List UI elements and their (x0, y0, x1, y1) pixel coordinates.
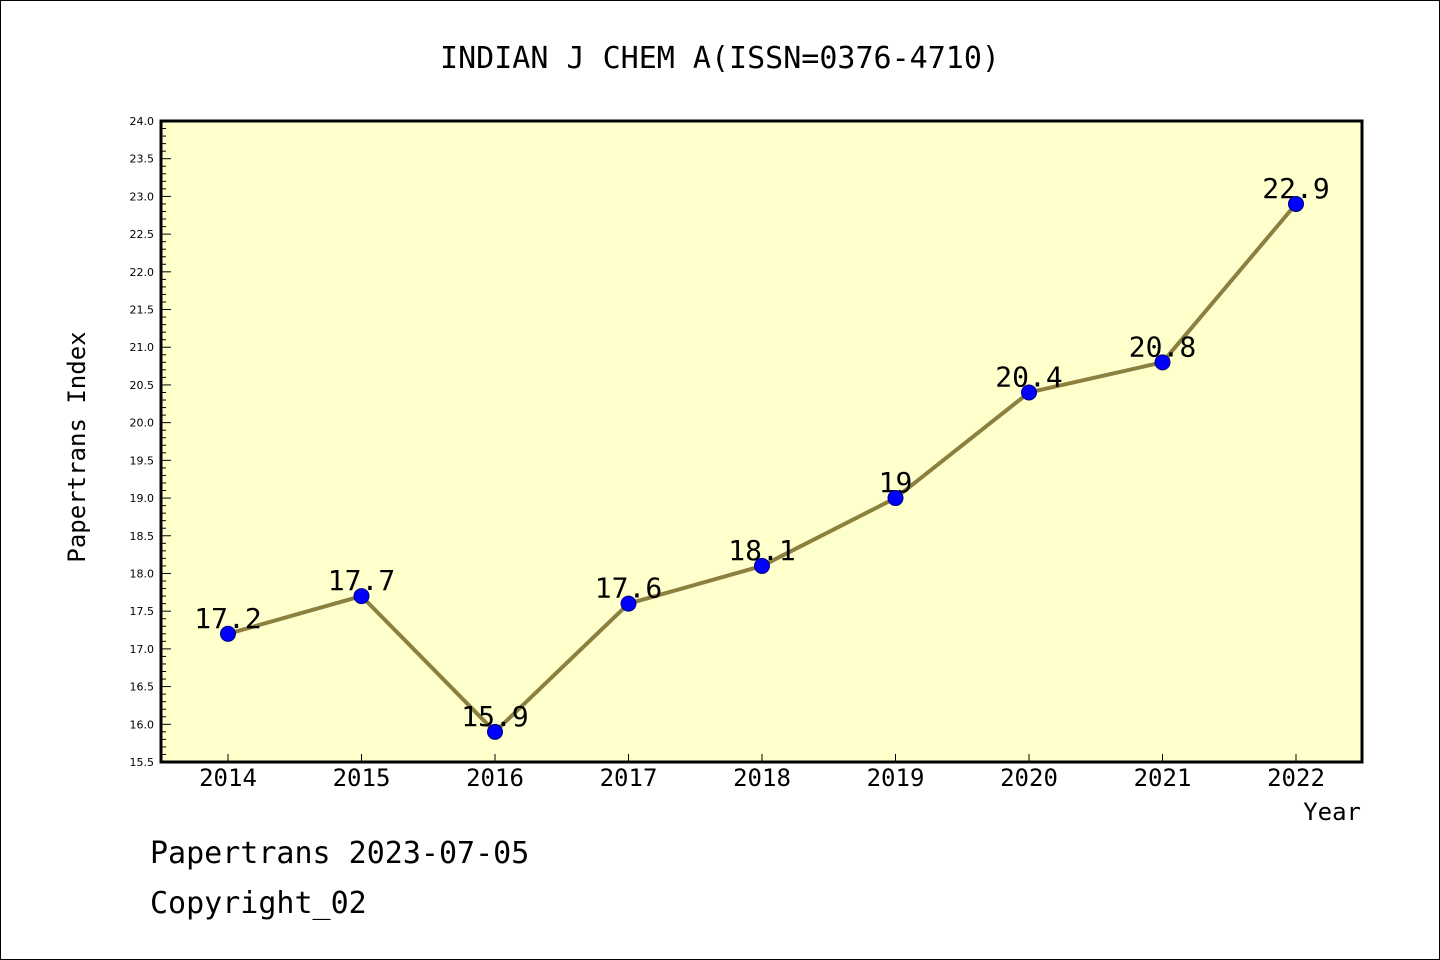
x-axis-label: Year (1303, 798, 1361, 826)
y-tick-label: 24.0 (130, 115, 155, 128)
x-tick-label: 2016 (466, 764, 524, 792)
y-tick-label: 19.5 (130, 454, 155, 467)
x-tick-label: 2021 (1134, 764, 1192, 792)
plot-area (161, 121, 1362, 762)
data-point (353, 588, 370, 605)
y-tick-label: 17.5 (130, 605, 155, 618)
data-point (754, 557, 770, 574)
data-point (1288, 195, 1304, 212)
data-point (1154, 354, 1171, 371)
y-tick-label: 15.5 (130, 756, 155, 769)
data-point (620, 595, 637, 612)
y-tick-label: 22.5 (130, 228, 155, 241)
y-tick-label: 22.0 (130, 266, 155, 279)
y-tick-label: 16.5 (130, 681, 155, 694)
y-tick-label: 23.0 (130, 190, 155, 203)
y-tick-label: 20.0 (130, 417, 155, 430)
data-point (1021, 384, 1037, 401)
footer-copyright: Copyright_02 (150, 886, 367, 921)
y-tick-label: 16.0 (130, 718, 155, 731)
data-point (220, 625, 236, 642)
x-tick-label: 2018 (733, 764, 791, 792)
x-tick-label: 2022 (1267, 764, 1325, 792)
y-tick-label: 19.0 (130, 492, 155, 505)
y-axis: 15.5 16.0 16.5 17.0 17.5 18.0 18.5 19.0 19.5 20.0… (130, 115, 171, 769)
y-tick-label: 21.5 (130, 304, 155, 317)
plot-border (159, 119, 1364, 764)
y-tick-label: 21.0 (130, 341, 155, 354)
y-tick-label: 18.5 (130, 530, 155, 543)
x-tick-label: 2014 (199, 764, 257, 792)
footer-date: Papertrans 2023-07-05 (150, 836, 530, 871)
data-point (487, 723, 503, 740)
x-tick-label: 2020 (1000, 764, 1058, 792)
y-tick-label: 20.5 (130, 379, 155, 392)
x-axis: 2014 2015 2016 2017 2018 2019 2020 2021 2022 (199, 754, 1325, 792)
y-axis-label: Papertrans Index (63, 331, 91, 562)
data-point (887, 490, 904, 507)
y-tick-label: 23.5 (130, 153, 155, 166)
y-tick-label: 17.0 (130, 643, 155, 656)
x-tick-label: 2015 (333, 764, 391, 792)
x-tick-label: 2017 (600, 764, 658, 792)
y-tick-label: 18.0 (130, 567, 155, 580)
chart-title: INDIAN J CHEM A(ISSN=0376-4710) (440, 41, 1000, 76)
x-tick-label: 2019 (867, 764, 925, 792)
